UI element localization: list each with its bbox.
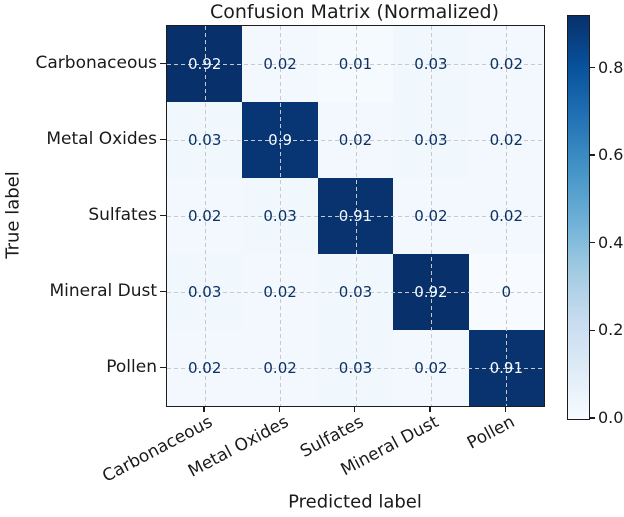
y-tick-label: Carbonaceous xyxy=(35,53,158,73)
y-axis-tick xyxy=(160,290,166,292)
colorbar xyxy=(567,15,590,420)
x-tick-label: Pollen xyxy=(463,412,518,454)
colorbar-tick-label: 0.4 xyxy=(598,232,624,252)
colorbar-tick-label: 0.0 xyxy=(598,408,624,427)
cell-value: 0.91 xyxy=(338,206,373,225)
cell-value: 0.02 xyxy=(414,206,448,225)
heatmap-plot-area: 0.92 0.02 0.01 0.03 0.02 0.03 0.9 0.02 0.03 0.02 0… xyxy=(166,25,545,407)
y-tick-label: Sulfates xyxy=(88,205,157,225)
x-axis-tick xyxy=(203,406,205,412)
cell-value: 0.92 xyxy=(414,282,448,301)
x-axis-tick xyxy=(278,406,280,412)
cell-value: 0.01 xyxy=(338,54,373,73)
y-axis-tick xyxy=(160,214,166,216)
cell-value: 0.02 xyxy=(263,282,297,301)
cell-value: 0.02 xyxy=(263,54,297,73)
cell-value: 0.02 xyxy=(489,54,523,73)
colorbar-tick xyxy=(590,242,595,244)
cell-value: 0.03 xyxy=(187,130,222,149)
x-axis-tick xyxy=(504,406,507,412)
y-axis-label: True label xyxy=(2,171,24,259)
cell-value: 0.02 xyxy=(187,206,222,225)
cell-value: 0.02 xyxy=(414,358,448,377)
cell-value: 0.03 xyxy=(338,282,373,301)
cell-value: 0.02 xyxy=(338,130,373,149)
cell-value: 0.03 xyxy=(338,358,373,377)
x-axis-tick xyxy=(354,406,356,412)
cell-value: 0.91 xyxy=(489,358,523,377)
y-tick-label: Mineral Dust xyxy=(49,281,157,301)
cell-value: 0.02 xyxy=(489,206,523,225)
cell-value-layer: 0.92 0.02 0.01 0.03 0.02 0.03 0.9 0.02 0.03 0.02 0… xyxy=(167,26,544,406)
y-tick-label: Metal Oxides xyxy=(46,129,157,149)
cell-value: 0.92 xyxy=(187,54,222,73)
cell-value: 0.03 xyxy=(187,282,222,301)
chart-title: Confusion Matrix (Normalized) xyxy=(210,1,499,23)
colorbar-tick xyxy=(590,417,595,419)
cell-value: 0 xyxy=(501,282,512,301)
cell-value: 0.9 xyxy=(268,130,293,149)
cell-value: 0.02 xyxy=(187,358,222,377)
y-axis-tick xyxy=(160,138,166,140)
cell-value: 0.03 xyxy=(414,130,448,149)
y-tick-label: Pollen xyxy=(106,357,157,377)
cell-value: 0.03 xyxy=(263,206,297,225)
y-axis-tick xyxy=(160,62,166,64)
colorbar-tick-label: 0.8 xyxy=(598,57,624,77)
colorbar-tick xyxy=(590,329,595,332)
colorbar-tick xyxy=(590,154,595,156)
x-axis-label: Predicted label xyxy=(288,491,422,513)
cell-value: 0.03 xyxy=(414,54,448,73)
colorbar-tick-label: 0.2 xyxy=(598,320,624,340)
cell-value: 0.02 xyxy=(489,130,523,149)
y-axis-tick xyxy=(160,366,166,368)
x-axis-tick xyxy=(429,406,431,412)
cell-value: 0.02 xyxy=(263,358,297,377)
colorbar-tick xyxy=(590,66,595,69)
colorbar-tick-label: 0.6 xyxy=(598,145,624,165)
